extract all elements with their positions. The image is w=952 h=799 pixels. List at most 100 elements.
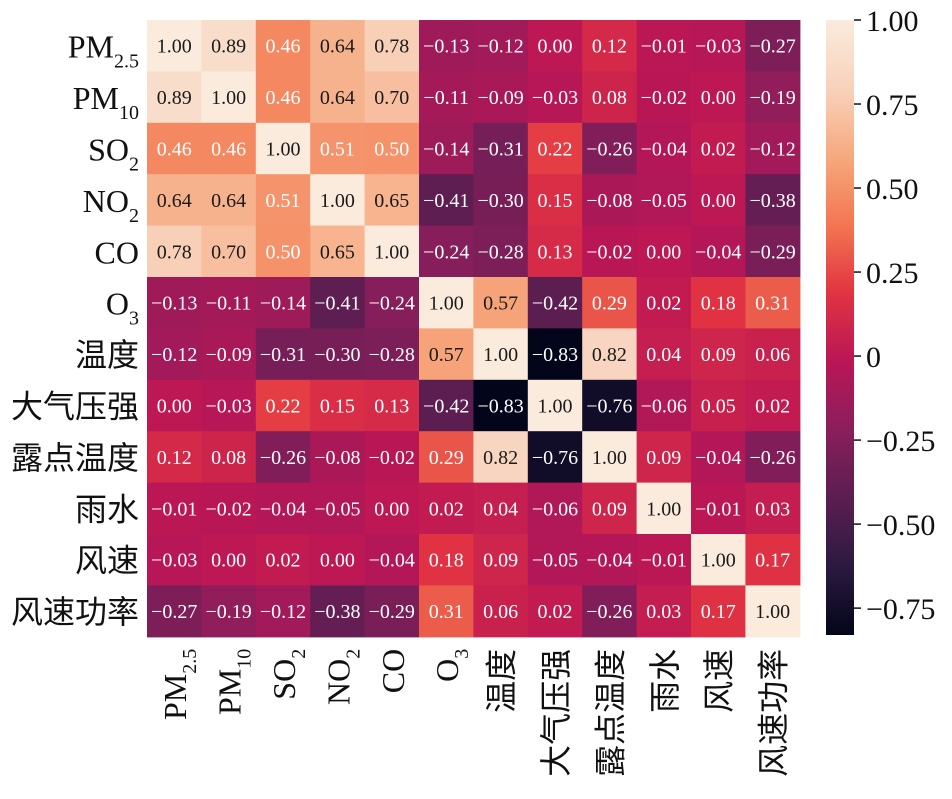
heatmap-cell [419,328,474,381]
heatmap-cell [310,277,366,329]
heatmap-cell [147,379,202,432]
cell-value-label: −0.04 [695,447,741,469]
heatmap-cell [473,585,529,638]
cell-value-label: −0.04 [695,241,741,263]
cell-value-label: −0.76 [532,447,578,469]
heatmap-cell [745,431,801,484]
cell-value-label: 0.17 [755,550,790,572]
heatmap-cell [255,482,311,535]
heatmap-cell [691,20,746,72]
cell-value-label: 0.18 [701,293,736,315]
x-tick-label: 露点温度 [592,649,628,777]
heatmap-cell [473,122,529,175]
x-tick-label: PM10 [212,649,256,715]
cell-value-label: 0.57 [429,344,464,366]
cell-value-label: −0.08 [586,190,632,212]
y-tick-label: 温度 [75,337,139,373]
heatmap-cell [582,277,638,329]
heatmap-cell [691,328,746,381]
cell-value-label: 0.70 [211,241,246,263]
colorbar-tick-label: −0.25 [866,425,935,458]
cell-value-label: 0.15 [320,396,355,418]
cell-value-label: 0.70 [374,87,409,109]
cell-value-label: 1.00 [646,498,681,520]
heatmap-cell [255,225,311,278]
heatmap-cell [745,174,801,227]
cell-value-label: 0.02 [646,293,681,315]
heatmap-cell [527,225,583,278]
cell-value-label: −0.26 [749,447,795,469]
cell-value-label: −0.42 [532,293,578,315]
cell-value-label: 0.13 [374,396,409,418]
cell-value-label: 0.65 [374,190,409,212]
heatmap-cell [527,174,583,227]
cell-value-label: 1.00 [755,601,790,623]
heatmap-cell [201,379,257,432]
heatmap-cell [527,71,583,124]
cell-value-label: −0.02 [369,447,415,469]
cell-value-label: −0.01 [641,36,687,58]
cell-value-label: −0.24 [423,241,469,263]
y-tick-label: O3 [106,286,139,330]
cell-value-label: 0.00 [374,498,409,520]
heatmap-cell [527,534,583,586]
heatmap-cell [310,71,366,124]
heatmap-cell [147,431,202,484]
cell-value-label: 0.12 [592,36,627,58]
cell-value-label: 0.17 [701,601,736,623]
heatmap-cell [691,277,746,329]
cell-value-label: 0.00 [211,550,246,572]
heatmap-cell [473,431,529,484]
heatmap-cell [745,122,801,175]
heatmap-cell [147,174,202,227]
cell-value-label: −0.14 [260,293,306,315]
heatmap-cell [691,482,746,535]
cell-value-label: −0.04 [586,550,632,572]
heatmap-cell [255,122,311,175]
heatmap-cell [419,482,474,535]
cell-value-label: −0.13 [151,293,197,315]
cell-value-label: 0.46 [211,139,246,161]
heatmap-cell [582,585,638,638]
heatmap-cell [527,379,583,432]
cell-value-label: −0.12 [151,344,197,366]
y-tick-label: NO2 [83,183,139,227]
heatmap-cell [364,585,420,638]
cell-value-label: 0.02 [701,139,736,161]
heatmap-cell [147,225,202,278]
cell-value-label: 0.50 [266,241,301,263]
cell-value-label: −0.13 [423,36,469,58]
heatmap-cell [527,277,583,329]
heatmap-cell [310,174,366,227]
cell-value-label: −0.30 [477,190,523,212]
heatmap-cell [201,328,257,381]
cell-value-label: −0.01 [151,498,197,520]
cell-value-label: 0.06 [755,344,790,366]
heatmap-cell [636,225,692,278]
cell-value-label: −0.28 [477,241,523,263]
heatmap-cell [255,431,311,484]
cell-value-label: 0.51 [266,190,301,212]
colorbar-tick-label: −0.50 [866,509,935,542]
heatmap-cell [255,534,311,586]
cell-value-label: −0.02 [641,87,687,109]
cell-value-label: −0.76 [586,396,632,418]
x-tick-label: CO [375,649,411,693]
cell-value-label: 0.12 [157,447,192,469]
cell-value-label: 1.00 [211,87,246,109]
x-tick-label: 雨水 [647,649,683,713]
heatmap-cell [255,71,311,124]
heatmap-cell [364,431,420,484]
cell-value-label: 0.65 [320,241,355,263]
heatmap-cell [473,174,529,227]
heatmap-cell [691,431,746,484]
heatmap-cell [691,534,746,586]
heatmap-cell [310,122,366,175]
cell-value-label: 0.05 [701,396,736,418]
cell-value-label: −0.06 [532,498,578,520]
heatmap-cell [201,122,257,175]
cell-value-label: 0.00 [538,36,573,58]
cell-value-label: −0.06 [641,396,687,418]
heatmap-cell [364,379,420,432]
